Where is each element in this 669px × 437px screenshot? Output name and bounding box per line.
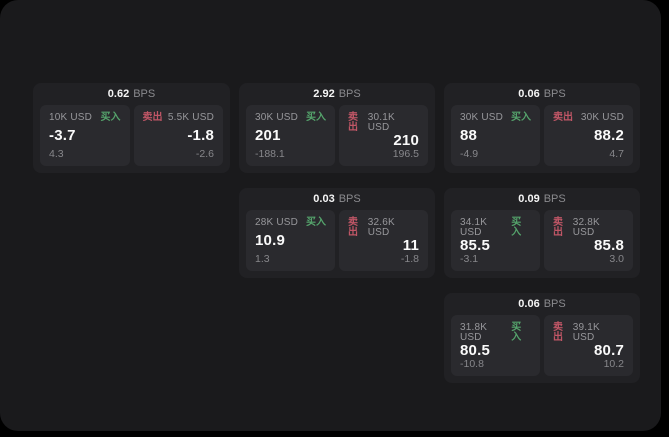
- buy-tag: 买入: [511, 322, 522, 343]
- buy-quote-panel[interactable]: 30K USD 买入 88 -4.9: [451, 105, 540, 166]
- buy-tag: 买入: [306, 217, 326, 228]
- spread-bps-value: 0.06: [518, 297, 540, 310]
- sell-price: 88.2: [594, 127, 624, 145]
- sell-notional: 32.8K USD: [572, 217, 600, 238]
- buy-notional: 34.1K USD: [460, 217, 488, 238]
- quote-card: 0.06 BPS 30K USD 买入 88 -4.9 卖出 30K USD 8…: [444, 83, 640, 173]
- buy-reference: 4.3: [49, 147, 64, 160]
- spread-bps-value: 0.06: [518, 87, 540, 100]
- sell-price: -1.8: [187, 127, 214, 145]
- buy-quote-panel[interactable]: 28K USD 买入 10.9 1.3: [246, 210, 335, 271]
- bps-unit-label: BPS: [338, 87, 361, 100]
- spread-header: 0.06 BPS: [451, 83, 633, 105]
- quote-panels: 30K USD 买入 201 -188.1 卖出 30.1K USD 210 1…: [246, 105, 428, 166]
- spread-header: 0.62 BPS: [40, 83, 223, 105]
- sell-tag: 卖出: [348, 112, 358, 133]
- quote-panels: 34.1K USD 买入 85.5 -3.1 卖出 32.8K USD 85.8…: [451, 210, 633, 271]
- sell-reference: 3.0: [609, 252, 624, 265]
- bps-unit-label: BPS: [543, 297, 566, 310]
- quote-card: 0.03 BPS 28K USD 买入 10.9 1.3 卖出 32.6K US…: [239, 188, 435, 278]
- quote-card: 0.06 BPS 31.8K USD 买入 80.5 -10.8 卖出 39.1…: [444, 293, 640, 383]
- buy-notional: 30K USD: [460, 112, 504, 123]
- spread-bps-value: 0.09: [518, 192, 540, 205]
- quote-card: 0.62 BPS 10K USD 买入 -3.7 4.3 卖出 5.5K USD…: [33, 83, 230, 173]
- sell-notional: 32.6K USD: [367, 217, 395, 238]
- sell-tag: 卖出: [553, 217, 563, 238]
- sell-price: 210: [393, 132, 419, 150]
- buy-quote-panel[interactable]: 31.8K USD 买入 80.5 -10.8: [451, 315, 540, 376]
- buy-tag: 买入: [511, 112, 531, 123]
- app-surface: 0.62 BPS 10K USD 买入 -3.7 4.3 卖出 5.5K USD…: [0, 0, 661, 431]
- buy-price: -3.7: [49, 127, 76, 145]
- sell-reference: 10.2: [603, 357, 624, 370]
- quote-panels: 30K USD 买入 88 -4.9 卖出 30K USD 88.2 4.7: [451, 105, 633, 166]
- bps-unit-label: BPS: [133, 87, 156, 100]
- sell-tag: 卖出: [553, 322, 563, 343]
- buy-tag: 买入: [100, 112, 121, 123]
- sell-quote-panel[interactable]: 卖出 32.6K USD 11 -1.8: [339, 210, 428, 271]
- sell-notional: 39.1K USD: [572, 322, 600, 343]
- sell-quote-panel[interactable]: 卖出 32.8K USD 85.8 3.0: [544, 210, 633, 271]
- buy-reference: -4.9: [460, 147, 479, 160]
- spread-bps-value: 0.03: [313, 192, 335, 205]
- sell-quote-panel[interactable]: 卖出 39.1K USD 80.7 10.2: [544, 315, 633, 376]
- bps-unit-label: BPS: [543, 87, 566, 100]
- buy-price: 201: [255, 127, 281, 145]
- bps-unit-label: BPS: [338, 192, 361, 205]
- buy-price: 85.5: [460, 237, 490, 255]
- buy-reference: -10.8: [460, 357, 484, 370]
- sell-notional: 5.5K USD: [167, 112, 214, 123]
- sell-reference: 4.7: [609, 147, 624, 160]
- buy-price: 10.9: [255, 232, 285, 250]
- sell-reference: -1.8: [400, 252, 419, 265]
- buy-reference: -188.1: [255, 147, 285, 160]
- sell-quote-panel[interactable]: 卖出 30K USD 88.2 4.7: [544, 105, 633, 166]
- quote-panels: 10K USD 买入 -3.7 4.3 卖出 5.5K USD -1.8 -2.…: [40, 105, 223, 166]
- quote-panels: 31.8K USD 买入 80.5 -10.8 卖出 39.1K USD 80.…: [451, 315, 633, 376]
- sell-tag: 卖出: [553, 112, 573, 123]
- quote-panels: 28K USD 买入 10.9 1.3 卖出 32.6K USD 11 -1.8: [246, 210, 428, 271]
- quote-card: 2.92 BPS 30K USD 买入 201 -188.1 卖出 30.1K …: [239, 83, 435, 173]
- buy-notional: 30K USD: [255, 112, 299, 123]
- buy-reference: -3.1: [460, 252, 479, 265]
- buy-reference: 1.3: [255, 252, 270, 265]
- spread-header: 2.92 BPS: [246, 83, 428, 105]
- buy-tag: 买入: [306, 112, 326, 123]
- spread-bps-value: 2.92: [313, 87, 335, 100]
- buy-tag: 买入: [511, 217, 522, 238]
- sell-price: 80.7: [594, 342, 624, 360]
- sell-tag: 卖出: [142, 112, 163, 123]
- buy-price: 80.5: [460, 342, 490, 360]
- bps-unit-label: BPS: [543, 192, 566, 205]
- buy-quote-panel[interactable]: 30K USD 买入 201 -188.1: [246, 105, 335, 166]
- sell-reference: 196.5: [392, 147, 419, 160]
- spread-header: 0.03 BPS: [246, 188, 428, 210]
- sell-tag: 卖出: [348, 217, 358, 238]
- buy-price: 88: [460, 127, 478, 145]
- quote-cards-grid: 0.62 BPS 10K USD 买入 -3.7 4.3 卖出 5.5K USD…: [33, 83, 640, 383]
- spread-header: 0.09 BPS: [451, 188, 633, 210]
- sell-quote-panel[interactable]: 卖出 30.1K USD 210 196.5: [339, 105, 428, 166]
- sell-price: 11: [402, 237, 419, 255]
- sell-price: 85.8: [594, 237, 624, 255]
- sell-notional: 30K USD: [580, 112, 624, 123]
- buy-notional: 28K USD: [255, 217, 299, 228]
- sell-reference: -2.6: [195, 147, 214, 160]
- buy-notional: 31.8K USD: [460, 322, 488, 343]
- sell-quote-panel[interactable]: 卖出 5.5K USD -1.8 -2.6: [133, 105, 223, 166]
- buy-quote-panel[interactable]: 34.1K USD 买入 85.5 -3.1: [451, 210, 540, 271]
- quote-card: 0.09 BPS 34.1K USD 买入 85.5 -3.1 卖出 32.8K…: [444, 188, 640, 278]
- buy-notional: 10K USD: [49, 112, 93, 123]
- buy-quote-panel[interactable]: 10K USD 买入 -3.7 4.3: [40, 105, 130, 166]
- sell-notional: 30.1K USD: [367, 112, 395, 133]
- spread-bps-value: 0.62: [107, 87, 130, 100]
- spread-header: 0.06 BPS: [451, 293, 633, 315]
